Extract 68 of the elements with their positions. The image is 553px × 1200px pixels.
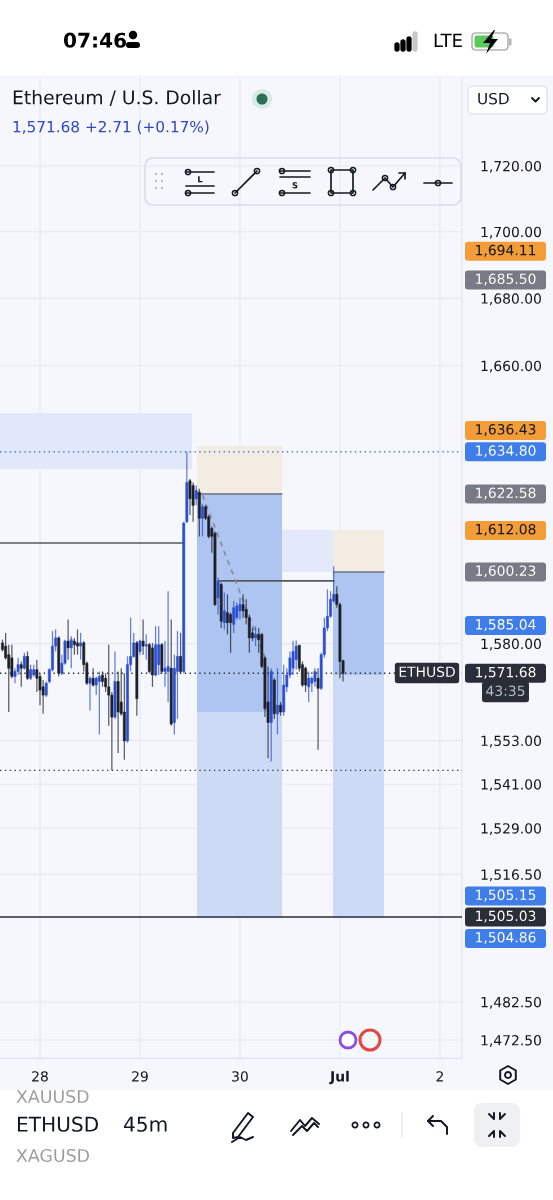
candlestick <box>79 632 83 661</box>
text: ETHUSD <box>17 1116 99 1132</box>
candlestick <box>276 667 279 736</box>
candlestick <box>26 650 29 681</box>
candlestick <box>179 632 182 674</box>
x-tick-label: 2 <box>436 1071 443 1082</box>
candlestick <box>279 701 282 717</box>
text: XAGUSD <box>16 1148 89 1163</box>
candlestick <box>97 670 101 736</box>
text: USD <box>478 92 509 105</box>
y-tick-label: 1,541.00 <box>481 779 541 792</box>
text: Ethereum / U.S. Dollar <box>13 89 221 106</box>
candlestick <box>66 618 70 661</box>
ref-line-label: 1,571.68 <box>476 666 536 679</box>
candlestick <box>291 640 295 676</box>
candlestick <box>191 481 195 523</box>
candlestick <box>216 577 220 616</box>
text: 45m <box>123 1116 167 1132</box>
text: 1,636.43 <box>476 424 536 436</box>
y-tick-label: 1,680.00 <box>481 293 541 306</box>
candlestick <box>144 633 148 661</box>
text: 1,622.58 <box>476 487 536 500</box>
candlestick <box>101 670 104 688</box>
candlestick <box>76 628 79 656</box>
ref-line-label: 1,505.03 <box>476 910 536 923</box>
candlestick <box>254 625 257 647</box>
candlestick <box>19 660 23 688</box>
annotation: ETHUSD <box>399 666 455 678</box>
candlestick <box>88 675 92 712</box>
candlestick <box>229 612 232 654</box>
text: 1,505.15 <box>476 889 536 902</box>
y-tick-label: 1,472.50 <box>481 1035 541 1047</box>
text: LTE <box>434 33 462 47</box>
text: 1,585.04 <box>476 619 536 632</box>
y-tick-label: 1,720.00 <box>481 160 541 173</box>
candlestick <box>154 625 157 678</box>
ref-line-label: 1,634.80 <box>476 445 536 458</box>
candlestick <box>91 667 95 688</box>
x-tick-label: Jul <box>329 1070 349 1085</box>
candlestick <box>294 639 298 671</box>
candlestick <box>222 591 226 631</box>
text: 1,685.50 <box>476 273 536 286</box>
y-tick-label: 1,580.00 <box>481 638 541 651</box>
text: 1,504.86 <box>476 932 536 944</box>
text: 1,600.23 <box>476 565 536 578</box>
candlestick <box>194 484 198 506</box>
annotation: S <box>292 182 298 189</box>
x-tick-label: 29 <box>132 1071 148 1082</box>
text: 1,571.68 +2.71 (+0.17%) <box>13 120 209 135</box>
text: 1,694.11 <box>476 244 536 257</box>
annotation: L <box>198 176 203 183</box>
candlestick <box>304 665 307 693</box>
candlestick <box>201 503 204 538</box>
candlestick <box>151 642 154 688</box>
y-tick-label: 1,700.00 <box>481 226 541 239</box>
y-tick-label: 1,482.50 <box>481 996 541 1009</box>
text: 1,612.08 <box>476 523 536 536</box>
y-tick-label: 1,553.00 <box>481 735 541 748</box>
text: XAUUSD <box>16 1089 89 1104</box>
text: 07:46 <box>63 32 127 48</box>
y-tick-label: 1,660.00 <box>481 360 541 373</box>
candlestick <box>166 590 170 703</box>
text: 43:35 <box>486 685 525 697</box>
y-tick-label: 1,516.50 <box>481 869 541 882</box>
x-tick-label: 28 <box>32 1071 48 1082</box>
x-tick-label: 30 <box>232 1071 248 1082</box>
y-tick-label: 1,529.00 <box>481 823 541 836</box>
candlestick <box>313 667 317 688</box>
